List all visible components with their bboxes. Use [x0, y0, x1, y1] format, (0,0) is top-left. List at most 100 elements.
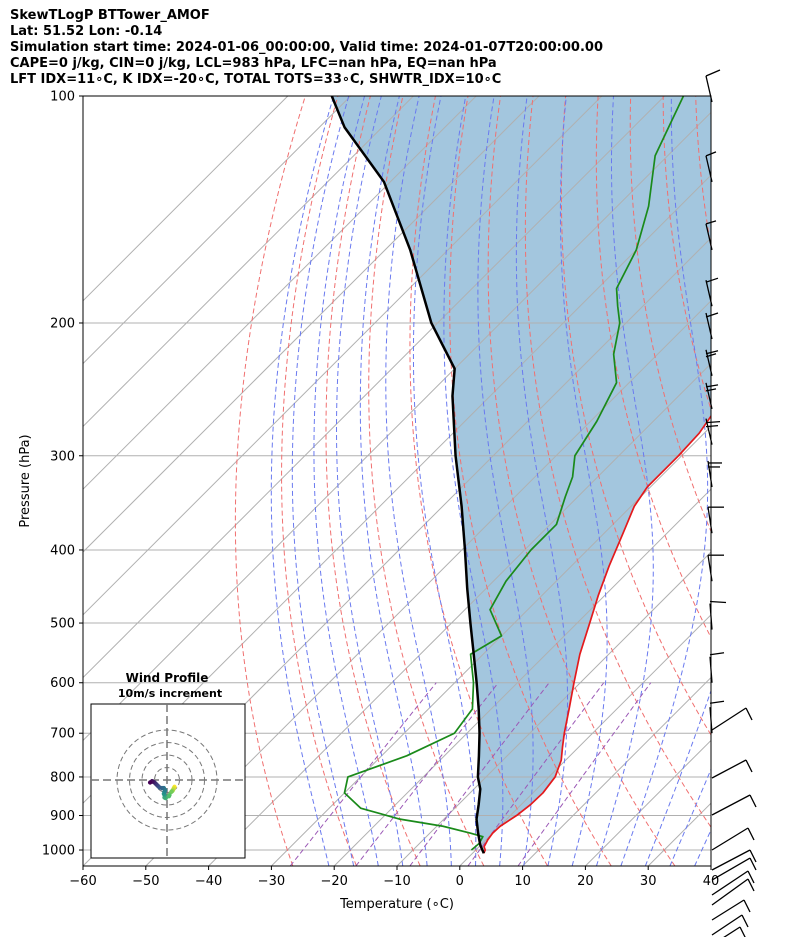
- moist-adiabat: [270, 96, 335, 866]
- hodograph-subtitle: 10m/s increment: [118, 687, 222, 700]
- parcel-profile-line: [330, 96, 485, 854]
- location-text: Lat: 51.52 Lon: -0.14: [10, 24, 163, 39]
- wind-barb: [709, 600, 727, 630]
- wind-barb: [711, 759, 753, 779]
- isotherm-line: [83, 96, 603, 616]
- wind-barb: [711, 914, 749, 936]
- y-tick-label: 1000: [42, 844, 75, 859]
- parcel-area-fill: [331, 96, 711, 854]
- mixing-ratio-line: [467, 682, 605, 866]
- dry-adiabat: [487, 96, 676, 866]
- moist-adiabat: [669, 768, 711, 866]
- wind-profile-hodograph: Wind Profile 10m/s increment: [90, 671, 246, 859]
- wind-barb: [705, 151, 717, 183]
- indices-text: CAPE=0 j/kg, CIN=0 j/kg, LCL=983 hPa, LF…: [10, 56, 497, 71]
- isotherm-line: [83, 111, 711, 742]
- wind-barb: [705, 220, 717, 251]
- x-tick-label: −10: [383, 874, 410, 889]
- y-tick-label: 500: [50, 617, 75, 632]
- wind-barb: [711, 878, 755, 906]
- wind-barb: [711, 707, 753, 731]
- moist-adiabat: [359, 96, 428, 866]
- mixing-ratio-line: [409, 682, 550, 866]
- wind-barb: [711, 870, 755, 896]
- wind-barb: [707, 554, 724, 582]
- y-tick-label: 100: [50, 90, 75, 105]
- mixing-ratio-line: [517, 682, 652, 866]
- isotherm-line: [459, 614, 711, 866]
- x-tick-label: −50: [132, 874, 159, 889]
- wind-barb: [705, 312, 719, 340]
- isotherm-line: [522, 676, 711, 866]
- isotherm-line: [271, 425, 711, 866]
- dry-adiabat: [595, 96, 711, 639]
- isotherm-line: [145, 300, 711, 866]
- dry-adiabat: [728, 96, 794, 866]
- time-text: Simulation start time: 2024-01-06_00:00:…: [10, 40, 603, 55]
- moist-adiabat: [595, 96, 654, 866]
- y-tick-label: 300: [50, 449, 75, 464]
- moist-adiabat: [336, 96, 404, 866]
- moist-adiabat: [412, 96, 477, 866]
- moist-adiabat: [620, 96, 709, 866]
- y-tick-label: 600: [50, 676, 75, 691]
- stability-indices-text: LFT IDX=11∘C, K IDX=-20∘C, TOTAL TOTS=33…: [10, 72, 502, 87]
- hodograph-frame: [90, 703, 246, 859]
- sounding-profiles: [330, 96, 711, 854]
- y-tick-label: 200: [50, 316, 75, 331]
- isotherm-line: [83, 96, 477, 490]
- dry-adiabat: [449, 96, 612, 866]
- wind-barb: [707, 506, 724, 534]
- isotherm-line: [83, 96, 540, 553]
- moist-adiabat: [313, 96, 379, 866]
- moist-adiabat-lines: [270, 96, 794, 866]
- x-tick-label: 30: [640, 874, 657, 889]
- wind-barb: [705, 349, 719, 376]
- wind-barb: [709, 652, 725, 683]
- skewt-plot-area: −60 −50 −40 −30 −20 −10 0 10 20 30 40 100 200 300 400…: [18, 90, 794, 913]
- x-tick-label: −30: [258, 874, 285, 889]
- y-tick-label: 800: [50, 770, 75, 785]
- cape-cin-shading: [331, 96, 711, 854]
- wind-barb: [711, 899, 751, 921]
- dry-adiabat: [695, 96, 711, 250]
- wind-barb: [705, 418, 721, 445]
- isotherm-line: [710, 865, 711, 866]
- wind-barb: [711, 849, 757, 871]
- isotherm-line: [83, 96, 351, 365]
- dry-adiabat: [368, 96, 485, 866]
- x-tick-label: 10: [514, 874, 531, 889]
- isotherm-line: [208, 362, 711, 866]
- temperature-profile-line: [483, 414, 711, 854]
- dry-adiabat: [325, 96, 421, 866]
- isotherm-line: [83, 96, 289, 302]
- wind-barbs: [705, 69, 757, 937]
- chart-title: SkewTLogP BTTower_AMOF: [10, 8, 210, 23]
- mixing-ratio-lines: [289, 682, 652, 866]
- dry-adiabat: [662, 96, 711, 412]
- dry-adiabat: [761, 96, 794, 866]
- moist-adiabat: [559, 96, 608, 866]
- dry-adiabat: [409, 96, 548, 866]
- dry-adiabat: [234, 96, 306, 866]
- x-tick-label: 20: [577, 874, 594, 889]
- wind-barb: [723, 926, 746, 937]
- x-tick-label: 40: [703, 874, 720, 889]
- moist-adiabat: [291, 96, 355, 866]
- x-axis-label: Temperature (∘C): [339, 897, 454, 912]
- wind-barb: [707, 460, 722, 488]
- wind-barb: [709, 700, 725, 734]
- moist-adiabat: [719, 96, 794, 866]
- wind-barb: [705, 277, 719, 307]
- isotherm-line: [83, 96, 665, 679]
- x-tick-label: −40: [195, 874, 222, 889]
- mixing-ratio-line: [355, 682, 499, 866]
- y-tick-label: 400: [50, 543, 75, 558]
- wind-barb: [711, 827, 755, 851]
- moist-adiabat: [385, 96, 452, 866]
- mixing-ratio-line: [289, 682, 437, 866]
- y-tick-label: 900: [50, 809, 75, 824]
- isotherm-line: [333, 488, 711, 866]
- y-tick-label: 700: [50, 727, 75, 742]
